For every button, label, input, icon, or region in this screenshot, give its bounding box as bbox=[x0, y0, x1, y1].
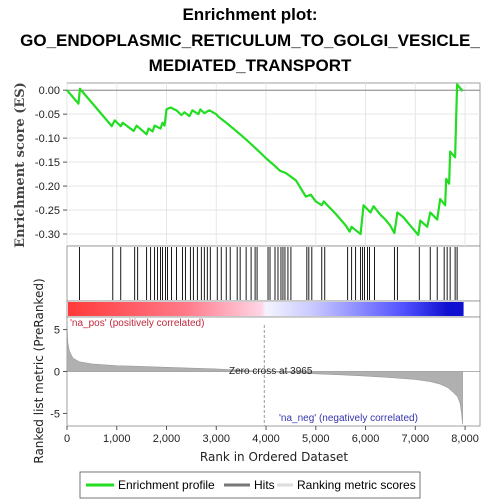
x-tick-label: 7,000 bbox=[402, 433, 430, 445]
metric-axis-label: Ranked list metric (PreRanked) bbox=[32, 278, 46, 463]
zero-cross-label: Zero cross at 3965 bbox=[229, 366, 313, 377]
x-tick-label: 5,000 bbox=[302, 433, 330, 445]
x-tick-label: 4,000 bbox=[252, 433, 280, 445]
x-tick-label: 0 bbox=[64, 433, 70, 445]
legend-label-enrichment-profile: Enrichment profile bbox=[118, 478, 215, 492]
metric-tick-label: 5 bbox=[54, 325, 60, 337]
legend-label-ranking-metric-scores: Ranking metric scores bbox=[297, 478, 416, 492]
x-tick-label: 1,000 bbox=[103, 433, 131, 445]
metric-tick-label: -5 bbox=[50, 408, 60, 420]
chart-title-line-2: GO_ENDOPLASMIC_RETICULUM_TO_GOLGI_VESICL… bbox=[20, 31, 480, 50]
neg-correlated-label: 'na_neg' (negatively correlated) bbox=[279, 413, 418, 424]
x-tick-label: 8,000 bbox=[451, 433, 479, 445]
pos-correlated-label: 'na_pos' (positively correlated) bbox=[70, 318, 204, 329]
chart-title-line-1: Enrichment plot: bbox=[182, 5, 317, 24]
legend: Enrichment profile Hits Ranking metric s… bbox=[80, 472, 420, 498]
es-tick-label: -0.05 bbox=[35, 109, 60, 121]
legend-label-hits: Hits bbox=[254, 478, 275, 492]
x-tick-label: 6,000 bbox=[352, 433, 380, 445]
x-axis-label: Rank in Ordered Dataset bbox=[200, 450, 348, 464]
hits-panel bbox=[67, 246, 480, 301]
es-axis-label: Enrichment score (ES) bbox=[13, 82, 28, 248]
x-tick-label: 2,000 bbox=[153, 433, 181, 445]
x-tick-label: 3,000 bbox=[203, 433, 231, 445]
es-tick-label: -0.25 bbox=[35, 205, 60, 217]
es-tick-label: -0.15 bbox=[35, 157, 60, 169]
es-tick-label: 0.00 bbox=[39, 85, 60, 97]
metric-tick-label: 0 bbox=[54, 367, 60, 379]
chart-title-line-3: MEDIATED_TRANSPORT bbox=[149, 56, 352, 75]
es-tick-label: -0.20 bbox=[35, 181, 60, 193]
es-tick-label: -0.10 bbox=[35, 133, 60, 145]
ranking-color-bar bbox=[68, 302, 464, 316]
es-tick-label: -0.30 bbox=[35, 229, 60, 241]
